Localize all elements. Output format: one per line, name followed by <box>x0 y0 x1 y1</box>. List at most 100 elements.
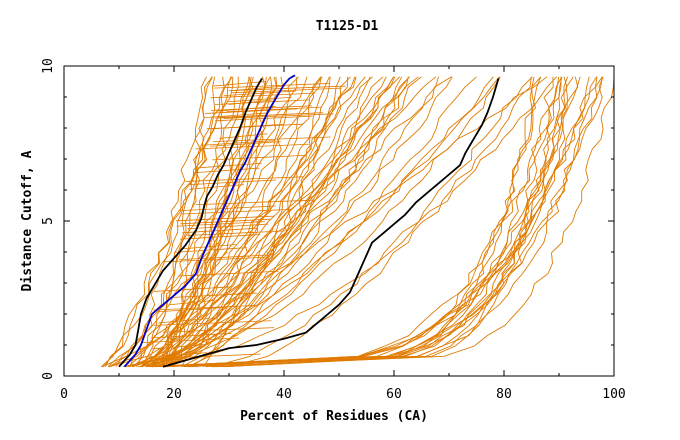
model-hatch <box>194 167 260 174</box>
model-line <box>157 76 348 368</box>
model-line <box>190 76 341 368</box>
model-line <box>222 76 574 368</box>
model-hatch <box>142 337 240 344</box>
model-line <box>125 76 500 368</box>
model-hatch <box>226 106 322 113</box>
model-line <box>132 76 387 368</box>
model-line <box>188 76 562 368</box>
y-axis-ticks: 0 5 10 <box>41 58 614 380</box>
x-tick-label: 0 <box>60 387 68 402</box>
model-hatch <box>206 123 303 130</box>
model-line <box>141 76 437 368</box>
model-hatch <box>141 352 207 358</box>
model-line <box>108 76 322 368</box>
model-hatch <box>189 179 277 186</box>
y-axis-label: Distance Cutoff, A <box>20 150 35 291</box>
model-hatch <box>153 320 272 326</box>
model-line <box>137 76 501 368</box>
model-line <box>103 76 225 367</box>
model-line <box>187 76 453 368</box>
model-hatch <box>181 208 293 215</box>
model-line <box>156 76 394 368</box>
model-hatch <box>156 306 228 313</box>
model-hatch <box>176 221 265 227</box>
model-hatch <box>179 270 279 277</box>
x-tick-label: 60 <box>386 387 402 402</box>
model-line <box>224 76 563 368</box>
model-line <box>154 76 331 368</box>
model-line <box>145 76 452 368</box>
model-line <box>145 76 597 368</box>
model-hatch <box>153 304 258 311</box>
model-hatch <box>152 343 209 350</box>
model-hatch <box>214 115 313 122</box>
model-line <box>212 76 568 368</box>
model-line <box>147 76 409 368</box>
y-tick-label: 5 <box>41 217 56 225</box>
model-line <box>212 76 533 368</box>
model-line <box>145 76 403 368</box>
model-hatch <box>211 105 312 111</box>
model-hatch <box>166 292 257 299</box>
model-hatch <box>210 141 281 147</box>
model-hatch <box>219 133 268 139</box>
model-hatch <box>205 108 298 114</box>
model-hatch <box>180 218 271 225</box>
model-line <box>167 76 560 368</box>
model-line <box>141 76 384 368</box>
highlight-lines <box>118 74 500 368</box>
series-black-1 <box>118 77 263 368</box>
model-line <box>141 76 213 367</box>
x-tick-label: 100 <box>602 387 625 402</box>
model-hatch <box>157 317 210 324</box>
model-hatch <box>187 223 269 230</box>
model-line <box>212 76 569 368</box>
model-hatch <box>204 112 268 118</box>
model-hatch <box>173 247 246 253</box>
model-hatch <box>145 353 261 360</box>
x-tick-label: 40 <box>276 387 292 402</box>
model-hatch <box>175 215 274 222</box>
model-hatch <box>163 256 266 263</box>
model-line <box>139 76 373 368</box>
model-hatch <box>195 199 315 206</box>
model-line <box>122 76 477 368</box>
background-model-lines <box>100 76 615 368</box>
model-hatch <box>150 332 232 339</box>
y-tick-label: 10 <box>41 58 56 74</box>
model-line <box>168 76 396 368</box>
model-hatch <box>226 96 292 103</box>
model-line <box>217 76 563 368</box>
model-hatch <box>185 176 304 182</box>
model-line <box>214 76 603 368</box>
model-line <box>140 76 410 368</box>
model-line <box>205 76 615 368</box>
model-hatch <box>162 327 275 333</box>
x-axis-ticks: 0 20 40 60 80 100 <box>60 66 626 402</box>
model-line <box>190 76 579 368</box>
model-hatch <box>179 254 268 261</box>
model-hatch <box>214 83 329 89</box>
model-hatch <box>223 113 334 119</box>
model-line <box>133 76 216 368</box>
model-hatch <box>213 136 331 143</box>
model-hatch <box>217 112 323 118</box>
series-black-2 <box>162 78 500 368</box>
series-blue-1 <box>123 74 296 368</box>
model-line <box>149 76 590 368</box>
model-line <box>151 76 419 368</box>
x-tick-label: 20 <box>166 387 182 402</box>
model-hatch <box>212 81 266 87</box>
x-axis-label: Percent of Residues (CA) <box>240 409 428 424</box>
model-hatch <box>224 90 297 97</box>
model-hatch <box>179 205 276 212</box>
model-hatch <box>154 286 232 292</box>
model-line <box>162 76 554 368</box>
x-tick-label: 80 <box>496 387 512 402</box>
model-hatch <box>202 140 275 146</box>
model-hatch <box>179 234 261 240</box>
model-hatch <box>212 154 307 161</box>
model-line <box>229 76 532 368</box>
model-hatch <box>231 87 342 94</box>
